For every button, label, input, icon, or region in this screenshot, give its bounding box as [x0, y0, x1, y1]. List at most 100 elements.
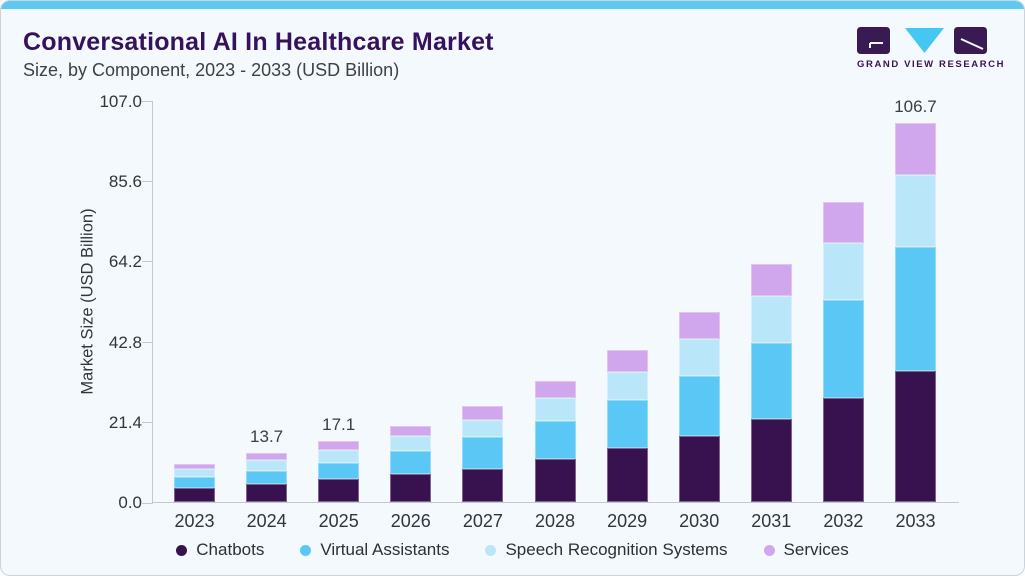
bar-segment-speech-recognition-systems — [606, 371, 648, 401]
bar-segment-virtual-assistants — [606, 400, 648, 449]
y-tick-mark — [142, 503, 153, 504]
bar-segment-virtual-assistants — [174, 477, 215, 489]
y-tick-mark — [142, 261, 153, 263]
bar-segment-speech-recognition-systems — [174, 469, 215, 478]
stacked-bar-2027 — [462, 405, 504, 502]
bar-segment-services — [822, 201, 864, 244]
y-tick-mark — [142, 341, 153, 343]
y-tick-mark — [142, 181, 153, 183]
bar-segment-virtual-assistants — [390, 451, 432, 475]
x-tick-label-2029: 2029 — [607, 511, 648, 531]
bar-segment-speech-recognition-systems — [750, 296, 792, 343]
x-tick-label-2030: 2030 — [679, 511, 720, 531]
bar-segment-services — [462, 405, 504, 420]
y-tick-mark — [142, 421, 153, 423]
bar-segment-services — [678, 311, 720, 340]
y-tick-label: 21.4 — [108, 412, 142, 432]
bar-segment-chatbots — [174, 488, 215, 502]
bar-segment-chatbots — [390, 474, 432, 502]
y-tick-label: 64.2 — [108, 252, 142, 272]
bar-total-label-2025: 17.1 — [322, 415, 356, 435]
y-tick-label: 42.8 — [108, 332, 142, 352]
bar-segment-chatbots — [462, 468, 504, 502]
stacked-bar-2025 — [318, 441, 360, 502]
y-tick-mark — [142, 101, 153, 102]
x-tick-label-2023: 2023 — [174, 511, 215, 531]
bar-segment-virtual-assistants — [462, 437, 504, 469]
bar-segment-speech-recognition-systems — [246, 460, 288, 472]
x-tick-label-2027: 2027 — [462, 511, 503, 531]
legend-label: Chatbots — [196, 540, 265, 559]
bar-total-label-2033: 106.7 — [894, 96, 937, 116]
bar-segment-services — [750, 263, 792, 297]
logo-text: GRAND VIEW RESEARCH — [857, 59, 1006, 70]
bar-segment-virtual-assistants — [895, 246, 936, 371]
bar-segment-speech-recognition-systems — [678, 339, 720, 376]
bar-segment-virtual-assistants — [678, 375, 720, 436]
bar-segment-speech-recognition-systems — [318, 450, 360, 463]
bar-total-label-2024: 13.7 — [250, 427, 284, 447]
legend: Chatbots Virtual Assistants Speech Recogni… — [1, 537, 1024, 563]
legend-label: Speech Recognition Systems — [505, 540, 728, 559]
x-tick-label-2033: 2033 — [895, 511, 936, 531]
bar-segment-virtual-assistants — [750, 342, 792, 419]
legend-item-chatbots: Chatbots — [176, 540, 264, 560]
legend-label: Virtual Assistants — [320, 540, 450, 559]
bar-segment-chatbots — [606, 448, 648, 502]
bar-segment-chatbots — [750, 418, 792, 502]
bar-segment-services — [246, 453, 288, 461]
top-accent-bar — [1, 1, 1024, 9]
legend-dot-icon — [176, 544, 188, 556]
stacked-bar-2028 — [534, 381, 576, 502]
bar-segment-services — [895, 122, 936, 175]
x-tick-label-2032: 2032 — [823, 511, 864, 531]
y-tick-label: 85.6 — [108, 172, 142, 192]
bar-segment-virtual-assistants — [246, 471, 288, 485]
stacked-bar-2024 — [246, 453, 288, 502]
stacked-bar-2023 — [174, 463, 215, 502]
bar-segment-chatbots — [246, 484, 288, 502]
bar-segment-speech-recognition-systems — [534, 397, 576, 422]
bar-segment-services — [534, 381, 576, 398]
y-tick-label: 0.0 — [118, 493, 142, 512]
legend-item-virtual-assistants: Virtual Assistants — [300, 540, 449, 560]
bar-segment-chatbots — [895, 370, 936, 502]
bar-segment-virtual-assistants — [822, 300, 864, 398]
legend-item-speech-recognition-systems: Speech Recognition Systems — [485, 540, 728, 560]
legend-dot-icon — [485, 544, 497, 556]
page-title: Conversational AI In Healthcare Market — [23, 28, 494, 56]
stacked-bar-2032 — [822, 201, 864, 502]
legend-label: Services — [783, 540, 849, 559]
bar-segment-speech-recognition-systems — [462, 419, 504, 438]
gvr-logo-icon — [857, 27, 987, 54]
bar-segment-chatbots — [822, 397, 864, 502]
stacked-bar-2026 — [390, 425, 432, 502]
stacked-bar-2033 — [895, 122, 936, 502]
y-tick-label: 107.0 — [99, 92, 142, 111]
bar-segment-speech-recognition-systems — [390, 436, 432, 452]
plot-area: 0.0 21.4 42.8 64.2 85.6 107.0 2023 13.7 2024 17.1… — [99, 93, 959, 531]
bar-segment-services — [318, 441, 360, 451]
bar-segment-speech-recognition-systems — [822, 243, 864, 301]
bar-segment-services — [174, 463, 215, 470]
grand-view-research-logo: GRAND VIEW RESEARCH — [857, 27, 1006, 70]
bar-segment-chatbots — [318, 479, 360, 502]
stacked-bar-2031 — [750, 263, 792, 502]
legend-item-services: Services — [763, 540, 849, 560]
bar-segment-services — [606, 350, 648, 372]
x-tick-label-2028: 2028 — [534, 511, 576, 531]
bar-segment-chatbots — [534, 458, 576, 502]
bar-segment-speech-recognition-systems — [895, 174, 936, 247]
x-tick-label-2024: 2024 — [246, 511, 287, 531]
x-tick-label-2026: 2026 — [390, 511, 431, 531]
legend-dot-icon — [300, 544, 312, 556]
x-tick-label-2031: 2031 — [751, 511, 792, 531]
bar-segment-virtual-assistants — [318, 462, 360, 480]
y-axis-title: Market Size (USD Billion) — [78, 208, 97, 395]
bar-segment-virtual-assistants — [534, 421, 576, 459]
stacked-bar-2030 — [678, 311, 720, 502]
stacked-bar-2029 — [606, 350, 648, 502]
bar-segment-chatbots — [678, 435, 720, 502]
bar-segment-services — [390, 425, 432, 437]
